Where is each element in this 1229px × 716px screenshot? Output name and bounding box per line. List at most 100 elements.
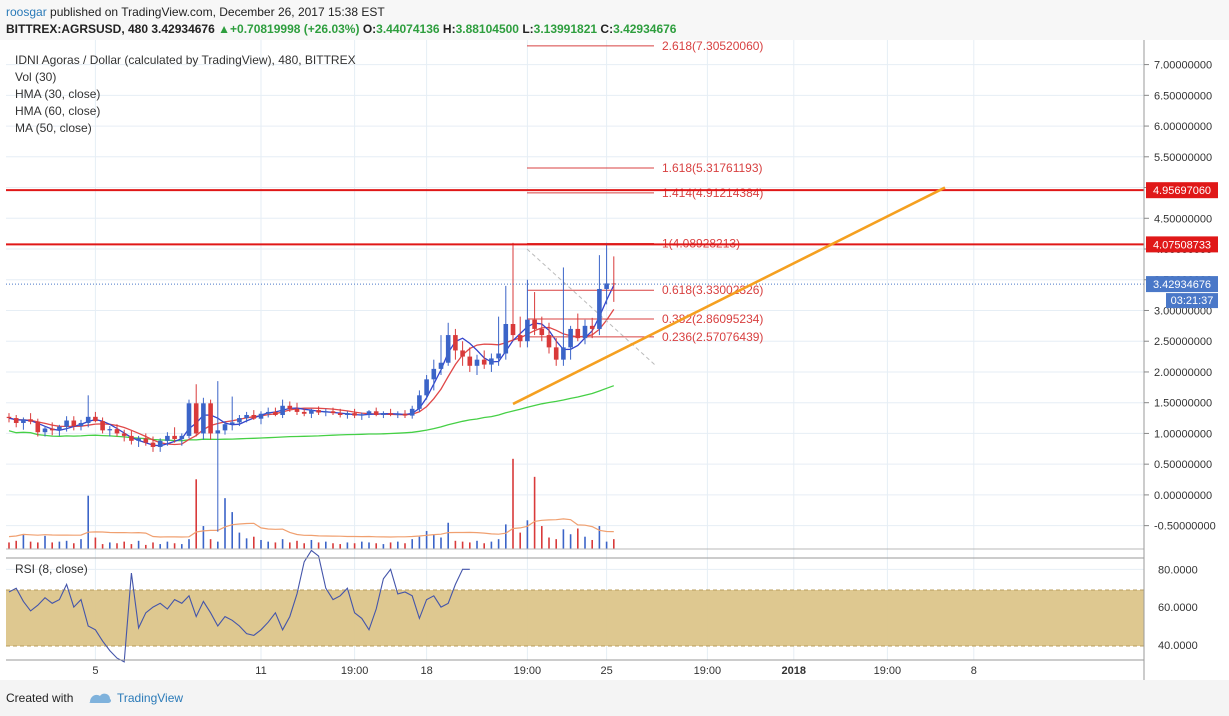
candle-body (381, 413, 386, 415)
trend-line-group[interactable] (512, 186, 946, 406)
volume-bar (577, 528, 579, 549)
volume-bar (490, 541, 493, 549)
volume-bar (253, 536, 255, 549)
candle-body (445, 335, 451, 363)
candle-body (460, 350, 465, 357)
legend-hma60[interactable]: HMA (60, close) (15, 104, 101, 118)
candle-body (244, 414, 249, 419)
price-tick-label: 1.50000000 (1154, 398, 1212, 410)
legend-vol[interactable]: Vol (30) (15, 70, 57, 84)
candle-body (136, 438, 141, 441)
volume-bar (584, 536, 586, 549)
candle-body (294, 408, 300, 412)
price-tick-label: 6.50000000 (1154, 90, 1212, 102)
fib-level-label: 2.618(7.30520060) (662, 40, 763, 53)
tradingview-brand-link[interactable]: TradingView (117, 691, 184, 705)
countdown-label: 03:21:37 (1171, 295, 1214, 307)
time-tick-label: 19:00 (514, 665, 542, 677)
volume-bar (411, 539, 413, 549)
candle-body (208, 403, 213, 434)
author-name[interactable]: roosgar (6, 5, 47, 19)
volume-bar (274, 542, 277, 549)
volume-bar (497, 539, 500, 549)
footer: Created with TradingView (0, 680, 1229, 716)
time-tick-label: 19:00 (874, 665, 902, 677)
legend-rsi[interactable]: RSI (8, close) (15, 562, 88, 576)
price-tick-label: 3.00000000 (1154, 305, 1212, 317)
volume-bar (80, 539, 82, 549)
fib-diagonal[interactable] (526, 248, 657, 367)
candle-body (582, 325, 588, 339)
candle-body (107, 429, 113, 431)
horizontal-levels[interactable] (6, 189, 1144, 285)
candle-body (366, 411, 372, 415)
volume-bar (332, 543, 334, 549)
volume-bar (562, 529, 565, 549)
volume-bar (195, 479, 197, 549)
candle-body (546, 335, 552, 348)
volume-bar (123, 541, 125, 549)
candle-body (265, 411, 271, 414)
candle-body (71, 420, 77, 427)
candle-body (21, 419, 26, 423)
rsi-axis[interactable]: 80.0000 60.0000 40.0000 (1158, 564, 1198, 652)
volume-bar (245, 538, 248, 549)
volume-bar (289, 542, 291, 549)
close-value: 3.42934676 (613, 22, 677, 36)
volume-bar (44, 535, 46, 549)
fib-level-label: 0.382(2.86095234) (662, 312, 763, 326)
chart-background (6, 40, 1144, 660)
candle-body (301, 411, 307, 414)
volume-bar (22, 534, 25, 549)
price-tick-label: 2.50000000 (1154, 336, 1212, 348)
time-tick-label: 19:00 (694, 665, 722, 677)
candle-body (229, 422, 235, 425)
candle-body (28, 419, 33, 422)
volume-bar (476, 540, 478, 549)
trend-line[interactable] (512, 186, 946, 406)
candle-body (352, 413, 357, 416)
volume-bar (505, 524, 507, 549)
volume-bar (202, 526, 205, 549)
volume-bar (130, 544, 133, 549)
candle-body (337, 413, 343, 415)
last-price-badge-label: 3.42934676 (1153, 279, 1211, 291)
legend-hma30[interactable]: HMA (30, close) (15, 87, 101, 101)
candle-body (373, 411, 379, 415)
chart-header: roosgar published on TradingView.com, De… (0, 0, 1229, 40)
candle-body (57, 426, 62, 431)
candle-body (453, 335, 458, 351)
candle-body (345, 413, 350, 415)
volume-bar (397, 541, 399, 549)
candle-body (424, 379, 429, 396)
volume-bar (296, 540, 298, 549)
volume-bar (173, 543, 176, 549)
time-axis[interactable]: 5 11 19:00 18 19:00 25 19:00 2018 19:00 8 (92, 665, 977, 677)
price-tick-label: 1.00000000 (1154, 428, 1212, 440)
volume-bar (37, 542, 39, 549)
fib-level-label: 0.618(3.33002326) (662, 283, 763, 297)
rsi-tick-label: 60.0000 (1158, 602, 1198, 614)
publish-line: roosgar published on TradingView.com, De… (6, 5, 385, 19)
price-change: +0.70819998 (+26.03%) (230, 22, 360, 36)
volume-bar (591, 539, 593, 549)
candle-body (150, 442, 156, 447)
candle-body (330, 411, 336, 414)
candle-body (503, 324, 509, 354)
volume-bar (231, 512, 233, 549)
time-tick-label: 2018 (782, 665, 806, 677)
price-chart[interactable]: 2.618(7.30520060) 1.618(5.31761193) 1.414(… (0, 40, 1229, 680)
volume-bar (15, 540, 17, 549)
candle-body (6, 416, 12, 419)
candle-body (575, 328, 581, 339)
volume-bar (145, 544, 147, 549)
price-badges: 4.95697060 4.07508733 3.42934676 03:21:37 (1146, 182, 1218, 309)
price-tick-label: 6.00000000 (1154, 121, 1212, 133)
volume-bar (519, 532, 521, 549)
legend-ma50[interactable]: MA (50, close) (15, 121, 92, 135)
volume-bar (404, 543, 406, 549)
candle-body (93, 416, 98, 422)
volume-bar (8, 542, 10, 549)
last-price-badge (1146, 276, 1218, 293)
volume-bar (555, 539, 557, 549)
